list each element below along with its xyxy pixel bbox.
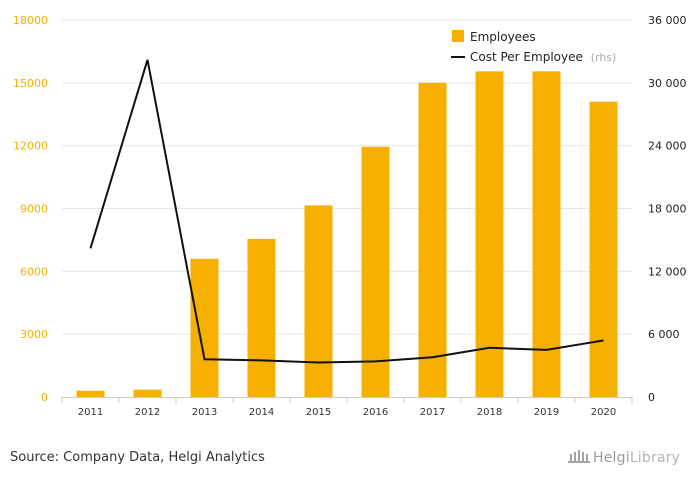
x-axis: 2011 2012 2013 2014 2015 2016 2017 2018 2019 2020 <box>61 397 633 418</box>
bar-2018 <box>475 71 504 397</box>
x-tick-label: 2020 <box>591 407 616 418</box>
legend-label-cost-per-employee: Cost Per Employee (rhs) <box>470 50 616 64</box>
logo-library: Library <box>629 450 681 466</box>
logo-helgi: Helgi <box>593 450 630 466</box>
bar-2014 <box>247 238 276 397</box>
employees-bars <box>76 71 618 397</box>
y-right-tick-label: 30 000 <box>648 77 687 90</box>
legend-label-rhs: (rhs) <box>591 51 617 64</box>
source-note: Source: Company Data, Helgi Analytics <box>10 450 265 465</box>
y-right-tick-label: 12 000 <box>648 265 687 278</box>
legend-label-employees: Employees <box>470 30 536 44</box>
y-right-tick-label: 24 000 <box>648 140 687 153</box>
y-right-tick-label: 36 000 <box>648 14 687 27</box>
y-left-tick-label: 0 <box>41 391 48 404</box>
x-tick-label: 2013 <box>192 407 217 418</box>
x-tick-label: 2017 <box>420 407 445 418</box>
y-left-tick-label: 18000 <box>13 14 48 27</box>
cost-per-employee-line <box>89 59 604 364</box>
x-tick-label: 2012 <box>135 407 160 418</box>
bar-2011 <box>76 390 105 397</box>
cost-per-employee-polyline <box>89 59 604 364</box>
y-left-tick-label: 6000 <box>20 265 48 278</box>
bar-2015 <box>304 205 333 397</box>
x-tick-label: 2016 <box>363 407 388 418</box>
x-tick-label: 2014 <box>249 407 274 418</box>
y-left-tick-label: 12000 <box>13 140 48 153</box>
bar-2016 <box>361 146 390 397</box>
helgi-library-logo: HelgiLibrary <box>568 450 680 466</box>
bar-2020 <box>589 101 618 397</box>
x-tick-label: 2015 <box>306 407 331 418</box>
y-right-tick-label: 0 <box>648 391 655 404</box>
legend: Employees Cost Per Employee (rhs) <box>451 30 616 64</box>
y-left-tick-label: 15000 <box>13 77 48 90</box>
right-y-axis: 0 6 000 12 000 18 000 24 000 30 000 36 000 <box>648 14 687 404</box>
bar-2013 <box>190 258 219 397</box>
library-building-icon <box>568 450 590 463</box>
bar-2012 <box>133 389 162 397</box>
y-right-tick-label: 6 000 <box>648 328 680 341</box>
y-right-tick-label: 18 000 <box>648 203 687 216</box>
x-tick-label: 2019 <box>534 407 559 418</box>
bar-2017 <box>418 82 447 397</box>
x-tick-label: 2011 <box>78 407 103 418</box>
y-left-tick-label: 3000 <box>20 328 48 341</box>
legend-label-cost-per-employee-name: Cost Per Employee <box>470 50 583 64</box>
left-y-axis: 0 3000 6000 9000 12000 15000 18000 <box>13 14 48 404</box>
y-left-tick-label: 9000 <box>20 203 48 216</box>
x-tick-label: 2018 <box>477 407 502 418</box>
legend-swatch-employees <box>452 30 464 42</box>
bar-2019 <box>532 71 561 397</box>
